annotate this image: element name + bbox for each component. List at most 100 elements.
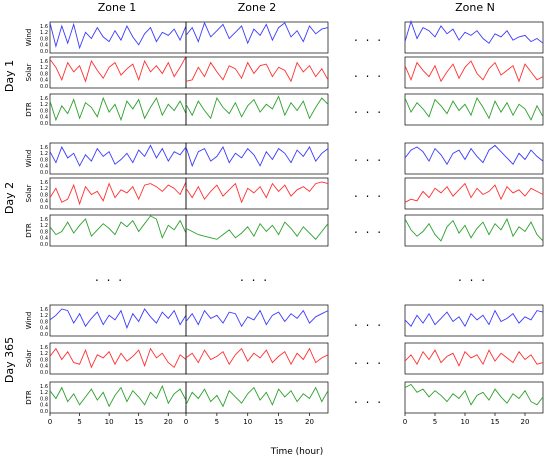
- series-line-wind-zone-n: [404, 144, 544, 166]
- ellipsis-between-days-zone1: . . .: [95, 270, 124, 284]
- y-axis-label-solar-3: Solar: [25, 349, 33, 367]
- series-line-solar-zone-1: [49, 56, 187, 83]
- y-axis-label-wind-2: Wind: [25, 150, 33, 168]
- panel-frame: [404, 214, 544, 247]
- x-tick-label: 15: [274, 418, 283, 426]
- panel-frame: [185, 21, 329, 54]
- series-line-dtr-zone-2: [185, 221, 329, 240]
- y-tick-label: 1.6: [40, 145, 48, 151]
- y-tick-label: 0.4: [40, 326, 48, 332]
- series-line-solar-zone-n: [404, 349, 544, 367]
- ellipsis-between-days-zonen: . . .: [458, 270, 487, 284]
- x-tick-label: 5: [77, 418, 81, 426]
- x-tick-label: 20: [164, 418, 173, 426]
- y-tick-label: 0.0: [40, 409, 48, 415]
- y-tick-label: 1.6: [40, 345, 48, 351]
- panel-frame: [404, 142, 544, 175]
- y-axis-label-dtr-3: DTR: [25, 390, 33, 405]
- panel-frame: [404, 381, 544, 414]
- y-tick-label: 1.6: [40, 307, 48, 313]
- ellipsis-row-day1-dtr: . . .: [354, 102, 383, 116]
- y-tick-label: 0.0: [40, 332, 48, 338]
- y-axis-label-solar-2: Solar: [25, 184, 33, 202]
- y-tick-label: 0.4: [40, 364, 48, 370]
- x-tick-label: 15: [134, 418, 143, 426]
- series-line-wind-zone-1: [49, 144, 187, 167]
- y-tick-label: 1.2: [40, 390, 48, 396]
- series-line-solar-zone-1: [49, 347, 187, 369]
- x-axis-label: Time (hour): [270, 447, 324, 457]
- x-tick-label: 5: [433, 418, 437, 426]
- series-line-solar-zone-2: [185, 347, 329, 366]
- y-tick-label: 0.8: [40, 357, 48, 363]
- series-line-solar-zone-n: [404, 60, 544, 83]
- ellipsis-row-day1-wind: . . .: [354, 30, 383, 44]
- y-tick-label: 0.0: [40, 170, 48, 176]
- x-tick-label: 5: [215, 418, 219, 426]
- y-tick-label: 0.4: [40, 164, 48, 170]
- panel-frame: [185, 142, 329, 175]
- y-tick-label: 0.8: [40, 192, 48, 198]
- series-line-dtr-zone-1: [49, 215, 187, 240]
- y-axis-label-dtr-1: DTR: [25, 102, 33, 117]
- y-tick-label: 1.6: [40, 180, 48, 186]
- series-line-solar-zone-1: [49, 181, 187, 206]
- panel-frame: [49, 56, 187, 89]
- y-tick-label: 0.8: [40, 157, 48, 163]
- panel-frame: [49, 304, 187, 337]
- panel-frame: [185, 381, 329, 414]
- y-axis-label-solar-1: Solar: [25, 63, 33, 81]
- y-tick-label: 1.2: [40, 30, 48, 36]
- series-line-dtr-zone-2: [185, 386, 329, 408]
- zone-title-n: Zone N: [455, 1, 495, 14]
- y-tick-label: 0.8: [40, 396, 48, 402]
- x-tick-label: 20: [305, 418, 314, 426]
- ellipsis-between-days-zone2: . . .: [240, 270, 269, 284]
- x-tick-label: 15: [491, 418, 500, 426]
- panel-frame: [404, 56, 544, 89]
- x-tick-label: 10: [243, 418, 252, 426]
- y-tick-label: 0.8: [40, 108, 48, 114]
- panel-frame: [185, 214, 329, 247]
- y-axis-label-dtr-2: DTR: [25, 223, 33, 238]
- y-tick-label: 0.4: [40, 115, 48, 121]
- zone-title-2: Zone 2: [238, 1, 277, 14]
- panel-frame: [185, 304, 329, 337]
- series-line-dtr-zone-n: [404, 217, 544, 242]
- series-line-solar-zone-n: [404, 182, 544, 203]
- y-tick-label: 1.2: [40, 102, 48, 108]
- series-line-dtr-zone-n: [404, 383, 544, 406]
- series-line-wind-zone-2: [185, 21, 329, 45]
- y-tick-label: 1.6: [40, 59, 48, 65]
- series-line-solar-zone-2: [185, 181, 329, 204]
- y-tick-label: 1.2: [40, 223, 48, 229]
- y-tick-label: 0.0: [40, 84, 48, 90]
- day-title-2: Day 2: [3, 182, 16, 214]
- panel-frame: [185, 93, 329, 126]
- y-tick-label: 0.0: [40, 49, 48, 55]
- y-axis-label-wind-1: Wind: [25, 29, 33, 47]
- series-line-wind-zone-1: [49, 22, 187, 50]
- panel-frame: [49, 142, 187, 175]
- ellipsis-row-day365-dtr: . . .: [354, 392, 383, 406]
- y-tick-label: 0.0: [40, 242, 48, 248]
- panel-frame: [404, 177, 544, 210]
- y-tick-label: 0.4: [40, 199, 48, 205]
- y-tick-label: 0.8: [40, 229, 48, 235]
- y-tick-label: 1.6: [40, 96, 48, 102]
- y-tick-label: 1.2: [40, 65, 48, 71]
- x-tick-label: 0: [403, 418, 407, 426]
- y-tick-label: 0.8: [40, 36, 48, 42]
- series-line-dtr-zone-1: [49, 384, 187, 408]
- panel-frame: [404, 21, 544, 54]
- x-tick-label: 0: [48, 418, 52, 426]
- series-line-wind-zone-n: [404, 20, 544, 44]
- panel-frame: [185, 342, 329, 375]
- y-tick-label: 1.6: [40, 24, 48, 30]
- series-line-dtr-zone-1: [49, 96, 187, 122]
- y-tick-label: 0.0: [40, 121, 48, 127]
- y-tick-label: 0.4: [40, 78, 48, 84]
- x-tick-label: 10: [105, 418, 114, 426]
- ellipsis-row-day2-wind: . . .: [354, 150, 383, 164]
